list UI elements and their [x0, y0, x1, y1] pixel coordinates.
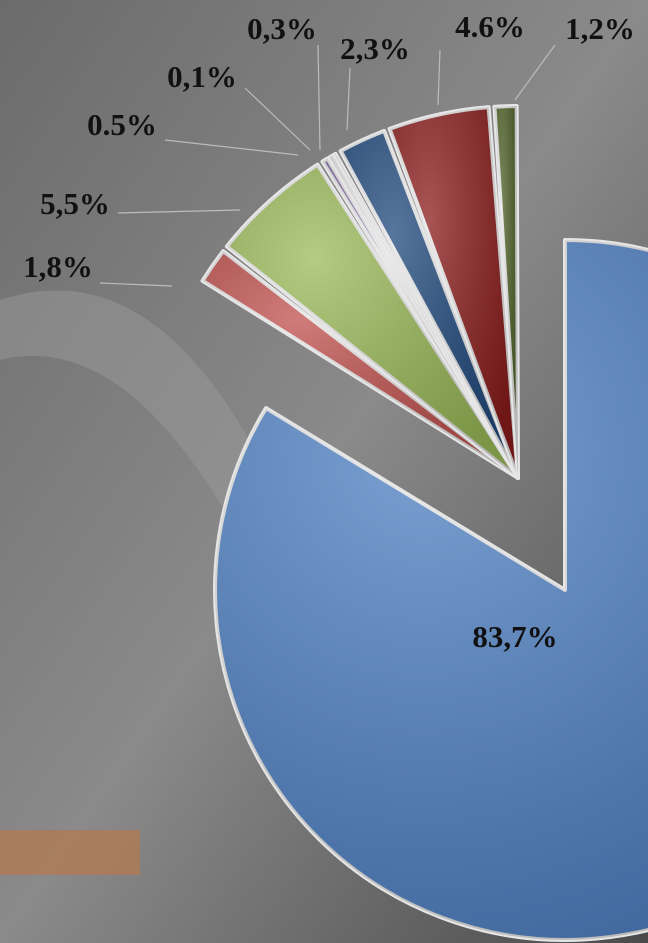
leader-line [437, 49, 441, 106]
data-label: 1,8% [23, 249, 93, 284]
leader-line [164, 139, 299, 156]
leader-line [99, 282, 173, 287]
leader-line [117, 209, 241, 214]
leader-line [514, 44, 556, 101]
background-road [0, 290, 260, 520]
leader-line [317, 44, 321, 151]
data-label: 1,2% [565, 11, 635, 46]
data-label: 83,7% [472, 619, 557, 654]
data-label: 0,1% [167, 59, 237, 94]
leader-line [244, 87, 311, 151]
data-label: 0.5% [87, 107, 157, 142]
data-label: 2,3% [340, 31, 410, 66]
background-roof [0, 830, 140, 875]
leader-line [346, 67, 351, 131]
data-label: 0,3% [247, 11, 317, 46]
data-label: 5,5% [40, 186, 110, 221]
data-label: 4.6% [455, 9, 525, 44]
